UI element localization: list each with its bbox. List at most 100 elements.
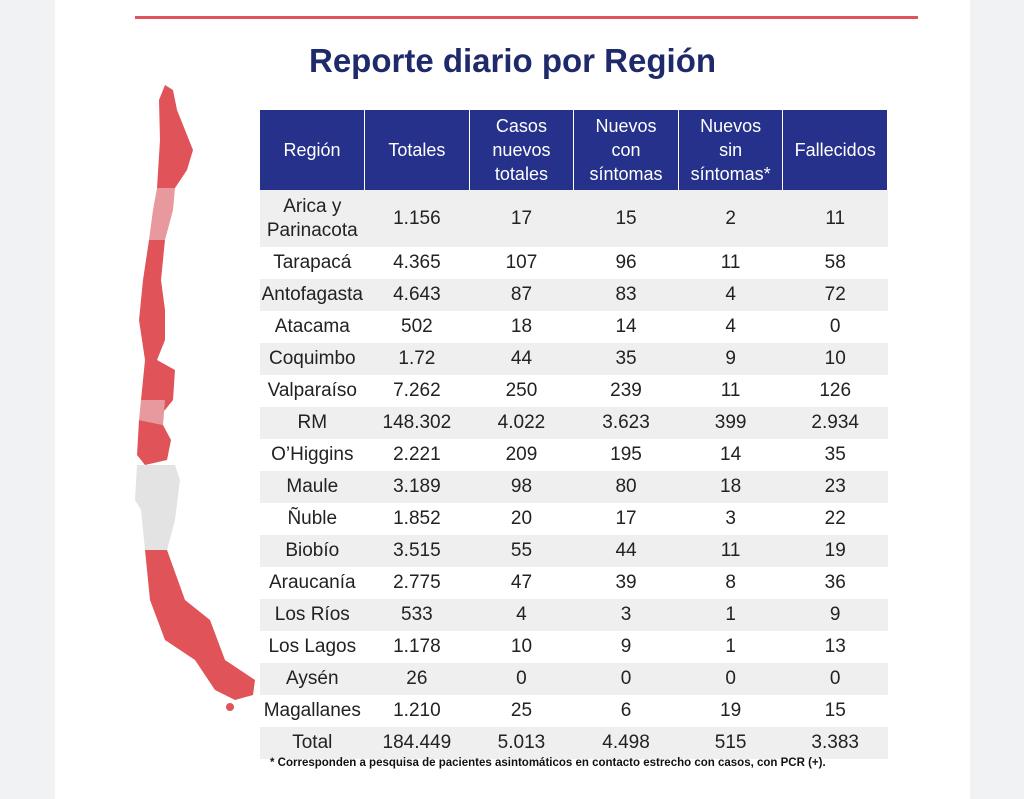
value-cell: 3.383 bbox=[782, 727, 888, 759]
value-cell: 83 bbox=[573, 279, 679, 311]
value-cell: 19 bbox=[720, 700, 742, 721]
region-cell: Maule bbox=[260, 471, 365, 503]
column-header: Nuevos sin síntomas* bbox=[678, 110, 784, 190]
region-cell: Los Ríos bbox=[260, 599, 365, 631]
table-row: Valparaíso 7.262 250 239 11 126 bbox=[260, 375, 888, 407]
value-cell: 399 bbox=[678, 407, 783, 439]
value-cell: 3 bbox=[573, 599, 679, 631]
region-cell: Antofagasta bbox=[260, 279, 365, 311]
value-cell: 9 bbox=[678, 343, 783, 375]
value-cell: 35 bbox=[824, 444, 846, 465]
value-cell: 44 bbox=[573, 535, 679, 567]
value-cell: 209 bbox=[505, 444, 538, 465]
value-cell: 17 bbox=[615, 508, 637, 529]
table-row: Antofagasta 4.643 87 83 4 72 bbox=[260, 279, 888, 311]
value-cell: 3.515 bbox=[364, 535, 470, 567]
table-row: Los Lagos 1.178 10 9 1 13 bbox=[260, 631, 888, 663]
footnote: * Corresponden a pesquisa de pacientes a… bbox=[270, 757, 826, 769]
value-cell: 1.156 bbox=[364, 190, 470, 247]
value-cell: 515 bbox=[678, 727, 783, 759]
table-row: Atacama 502 18 14 4 0 bbox=[260, 311, 888, 343]
value-cell: 72 bbox=[782, 279, 888, 311]
table-row: Magallanes 1.210 25 6 19 15 bbox=[260, 695, 888, 727]
region-cell: Biobío bbox=[260, 535, 365, 567]
value-cell: 0 bbox=[782, 663, 888, 695]
value-cell: 2.221 bbox=[393, 444, 441, 465]
value-cell: 250 bbox=[505, 380, 538, 401]
value-cell: 4.643 bbox=[364, 279, 470, 311]
value-cell: 36 bbox=[824, 572, 846, 593]
value-cell: 8 bbox=[725, 572, 736, 593]
column-header: Nuevos con síntomas bbox=[573, 110, 679, 190]
value-cell: 11 bbox=[720, 380, 741, 401]
region-cell: Aysén bbox=[260, 663, 365, 695]
value-cell: 1.72 bbox=[364, 343, 470, 375]
column-header: Región bbox=[260, 110, 366, 190]
value-cell: 1 bbox=[678, 599, 783, 631]
value-cell: 15 bbox=[824, 700, 846, 721]
table-body: Arica y Parinacota 1.156 17 15 2 11 Tarapacá 4.… bbox=[260, 190, 888, 759]
value-cell: 9 bbox=[782, 599, 888, 631]
column-header: Totales bbox=[364, 110, 470, 190]
value-cell: 3.623 bbox=[573, 407, 679, 439]
value-cell: 2 bbox=[678, 190, 783, 247]
value-cell: 126 bbox=[819, 380, 852, 401]
header-row: Región Totales Casos nuevos totales Nuevos … bbox=[260, 110, 888, 190]
value-cell: 44 bbox=[469, 343, 574, 375]
page: Reporte diario por Región Región Totales C… bbox=[55, 0, 970, 799]
value-cell: 9 bbox=[620, 636, 632, 657]
table-row: Total 184.449 5.013 4.498 515 3.383 bbox=[260, 727, 888, 759]
value-cell: 10 bbox=[782, 343, 888, 375]
value-cell: 4 bbox=[725, 316, 736, 337]
region-cell: Araucanía bbox=[268, 572, 356, 593]
value-cell: 7.262 bbox=[393, 380, 441, 401]
value-cell: 6 bbox=[620, 700, 632, 721]
region-cell: Tarapacá bbox=[273, 252, 352, 273]
value-cell: 22 bbox=[824, 508, 846, 529]
value-cell: 3 bbox=[725, 508, 736, 529]
table-row: Los Ríos 533 4 3 1 9 bbox=[260, 599, 888, 631]
table-row: Maule 3.189 98 80 18 23 bbox=[260, 471, 888, 503]
value-cell: 47 bbox=[510, 572, 533, 593]
chile-map bbox=[135, 85, 255, 711]
table-row: Biobío 3.515 55 44 11 19 bbox=[260, 535, 888, 567]
value-cell: 18 bbox=[510, 316, 533, 337]
value-cell: 4 bbox=[678, 279, 783, 311]
value-cell: 195 bbox=[610, 444, 642, 465]
value-cell: 19 bbox=[782, 535, 888, 567]
table-row: Coquimbo 1.72 44 35 9 10 bbox=[260, 343, 888, 375]
value-cell: 0 bbox=[573, 663, 679, 695]
value-cell: 15 bbox=[573, 190, 679, 247]
region-cell: RM bbox=[260, 407, 365, 439]
value-cell: 35 bbox=[573, 343, 679, 375]
region-cell: Arica y Parinacota bbox=[260, 190, 365, 247]
value-cell: 1.852 bbox=[393, 508, 441, 529]
value-cell: 14 bbox=[615, 316, 637, 337]
value-cell: 502 bbox=[401, 316, 433, 337]
title: Reporte diario por Región bbox=[308, 42, 717, 79]
column-header: Casos nuevos totales bbox=[469, 110, 575, 190]
column-header: Fallecidos bbox=[782, 110, 888, 190]
value-cell: 13 bbox=[824, 636, 846, 657]
region-cell: Los Lagos bbox=[268, 636, 357, 657]
table-row: RM 148.302 4.022 3.623 399 2.934 bbox=[260, 407, 888, 439]
value-cell: 4.365 bbox=[393, 252, 441, 273]
region-cell: Atacama bbox=[274, 316, 350, 337]
value-cell: 20 bbox=[510, 508, 533, 529]
value-cell: 4.022 bbox=[469, 407, 574, 439]
table-row: Arica y Parinacota 1.156 17 15 2 11 bbox=[260, 190, 888, 247]
value-cell: 107 bbox=[505, 252, 538, 273]
value-cell: 39 bbox=[615, 572, 637, 593]
value-cell: 4 bbox=[469, 599, 574, 631]
region-cell: Ñuble bbox=[287, 508, 338, 529]
value-cell: 11 bbox=[678, 535, 783, 567]
value-cell: 148.302 bbox=[364, 407, 470, 439]
value-cell: 58 bbox=[824, 252, 846, 273]
value-cell: 5.013 bbox=[469, 727, 574, 759]
value-cell: 80 bbox=[573, 471, 679, 503]
value-cell: 26 bbox=[364, 663, 470, 695]
value-cell: 17 bbox=[469, 190, 574, 247]
value-cell: 3.189 bbox=[364, 471, 470, 503]
value-cell: 2.775 bbox=[393, 572, 441, 593]
